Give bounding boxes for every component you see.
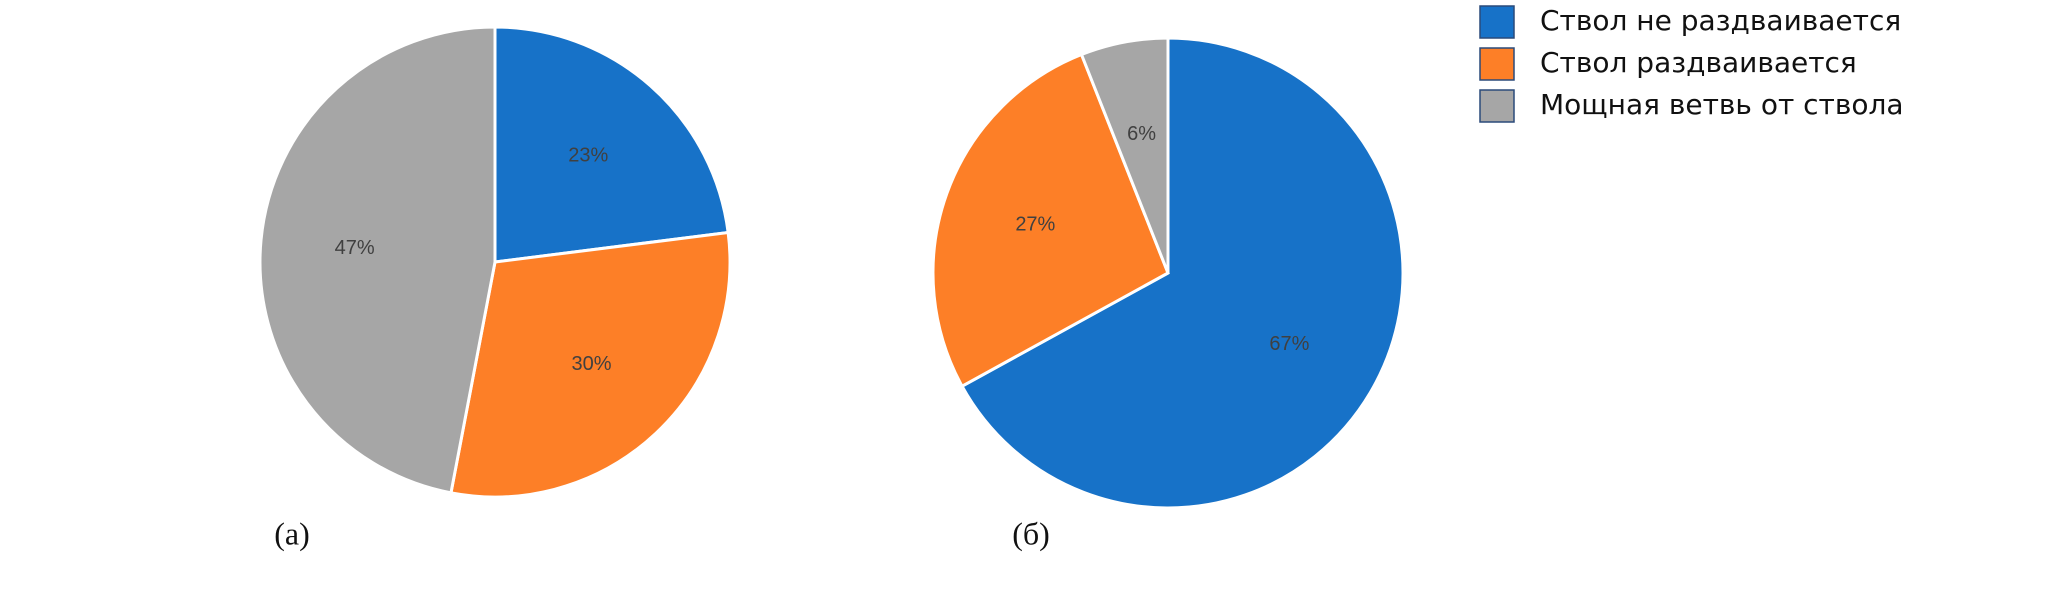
chart-caption: (а) <box>274 515 310 551</box>
data-label: 27% <box>1015 214 1055 236</box>
pie-slice <box>449 230 732 499</box>
pie-slice <box>960 36 1405 510</box>
pie-slice <box>931 52 1170 389</box>
legend-label: Ствол раздваивается <box>1540 46 1857 79</box>
pie-slice <box>258 25 497 495</box>
data-label: 6% <box>1127 123 1156 145</box>
legend-swatch <box>1479 47 1515 81</box>
data-label: 47% <box>335 237 375 259</box>
legend-label: Ствол не раздваивается <box>1540 4 1901 37</box>
legend-swatch <box>1479 89 1515 123</box>
pie-slice <box>1079 36 1170 274</box>
data-label: 67% <box>1269 333 1309 355</box>
chart-caption: (б) <box>1012 515 1050 551</box>
legend-label: Мощная ветвь от ствола <box>1540 88 1904 121</box>
data-label: 23% <box>568 145 608 167</box>
pie-slice <box>493 25 730 264</box>
legend-swatch <box>1479 5 1515 39</box>
data-label: 30% <box>572 353 612 375</box>
